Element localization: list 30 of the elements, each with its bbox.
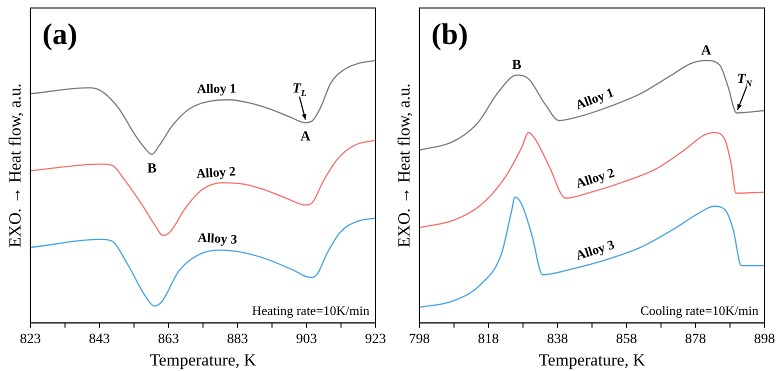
- x-axis-title: Temperature, K: [538, 350, 646, 370]
- annotation: Cooling rate=10K/min: [640, 302, 759, 318]
- annotation: B: [147, 161, 157, 176]
- x-tick-label: 823: [20, 332, 41, 347]
- x-tick-label: 843: [88, 332, 110, 347]
- annotation: B: [512, 58, 522, 74]
- text: Alloy 3: [574, 236, 617, 263]
- annotation: Heating rate=10K/min: [252, 302, 370, 318]
- annotation: A: [701, 43, 712, 58]
- chart-title: (b): [431, 18, 468, 51]
- x-axis-title: Temperature, K: [150, 350, 257, 370]
- y-axis-title: EXO. → Heat flow, a.u.: [394, 83, 414, 248]
- x-tick-label: 838: [546, 332, 568, 347]
- y-axis-title: EXO. → Heat flow, a.u.: [6, 83, 25, 248]
- x-tick-label: 883: [226, 332, 248, 347]
- x-tick-label: 903: [296, 332, 317, 347]
- text: Alloy 2: [574, 164, 616, 191]
- annotation: A: [300, 130, 312, 145]
- series-label: Alloy 2: [196, 163, 236, 181]
- text: Alloy 1: [573, 84, 616, 112]
- x-tick-label: 818: [478, 332, 499, 347]
- series-label: Alloy 1: [196, 80, 236, 96]
- series-label: Alloy 3: [197, 230, 238, 247]
- x-tick-label: 863: [158, 332, 179, 347]
- x-tick-label: 878: [684, 332, 706, 347]
- chart-title: (a): [42, 18, 78, 51]
- x-tick-label: 858: [616, 332, 637, 347]
- x-tick-label: 898: [754, 332, 775, 347]
- x-tick-label: 798: [408, 332, 430, 347]
- x-tick-label: 923: [365, 332, 386, 347]
